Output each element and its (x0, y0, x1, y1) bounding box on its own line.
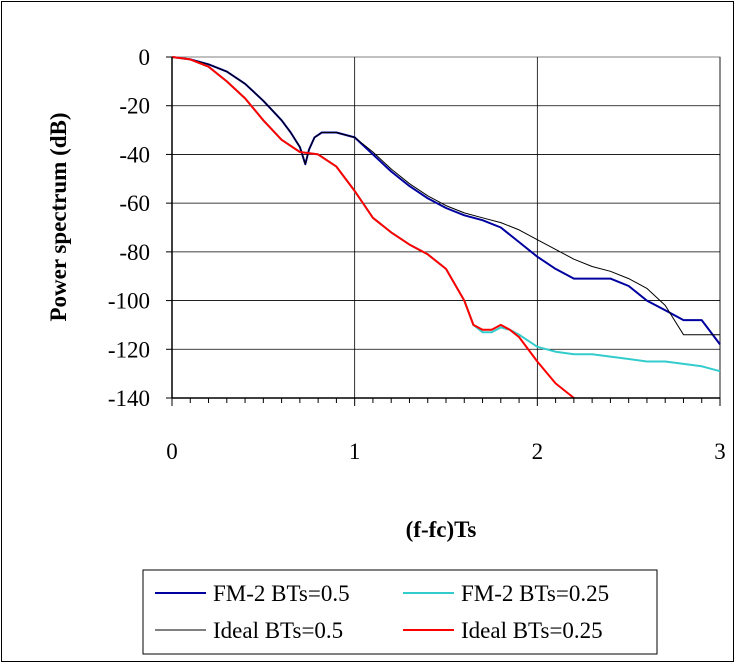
y-tick-label: -140 (108, 386, 150, 411)
x-tick-label: 1 (349, 439, 361, 464)
y-tick-label: -80 (119, 240, 150, 265)
legend-label: Ideal BTs=0.25 (461, 618, 603, 643)
y-axis-title: Power spectrum (dB) (46, 112, 71, 321)
series-line-4 (171, 56, 575, 399)
y-tick-label: -100 (108, 289, 150, 314)
y-tick-label: -20 (119, 94, 150, 119)
y-tick-label: -40 (119, 142, 150, 167)
y-tick-label: -120 (108, 337, 150, 362)
y-tick-label: -60 (119, 191, 150, 216)
plot-border (171, 56, 721, 399)
plot-area (171, 56, 721, 399)
legend-label: Ideal BTs=0.5 (213, 618, 343, 643)
legend-label: FM-2 BTs=0.25 (461, 581, 609, 606)
x-tick-label: 0 (166, 439, 178, 464)
x-tick-label: 3 (714, 439, 726, 464)
series-line-3 (171, 56, 720, 336)
legend: FM-2 BTs=0.5 FM-2 BTs=0.25 Ideal BTs=0.5 Id… (142, 569, 658, 655)
legend-box (142, 569, 658, 655)
x-tick-label: 2 (532, 439, 544, 464)
series-group (171, 56, 721, 399)
tick-labels: 0 -20 -40 -60 -80 -100 -120 -140 0 1 2 3 (108, 45, 726, 464)
axes-group (166, 56, 721, 406)
legend-label: FM-2 BTs=0.5 (213, 581, 350, 606)
x-axis-title: (f-fc)Ts (406, 517, 477, 542)
y-tick-label: 0 (139, 45, 151, 70)
